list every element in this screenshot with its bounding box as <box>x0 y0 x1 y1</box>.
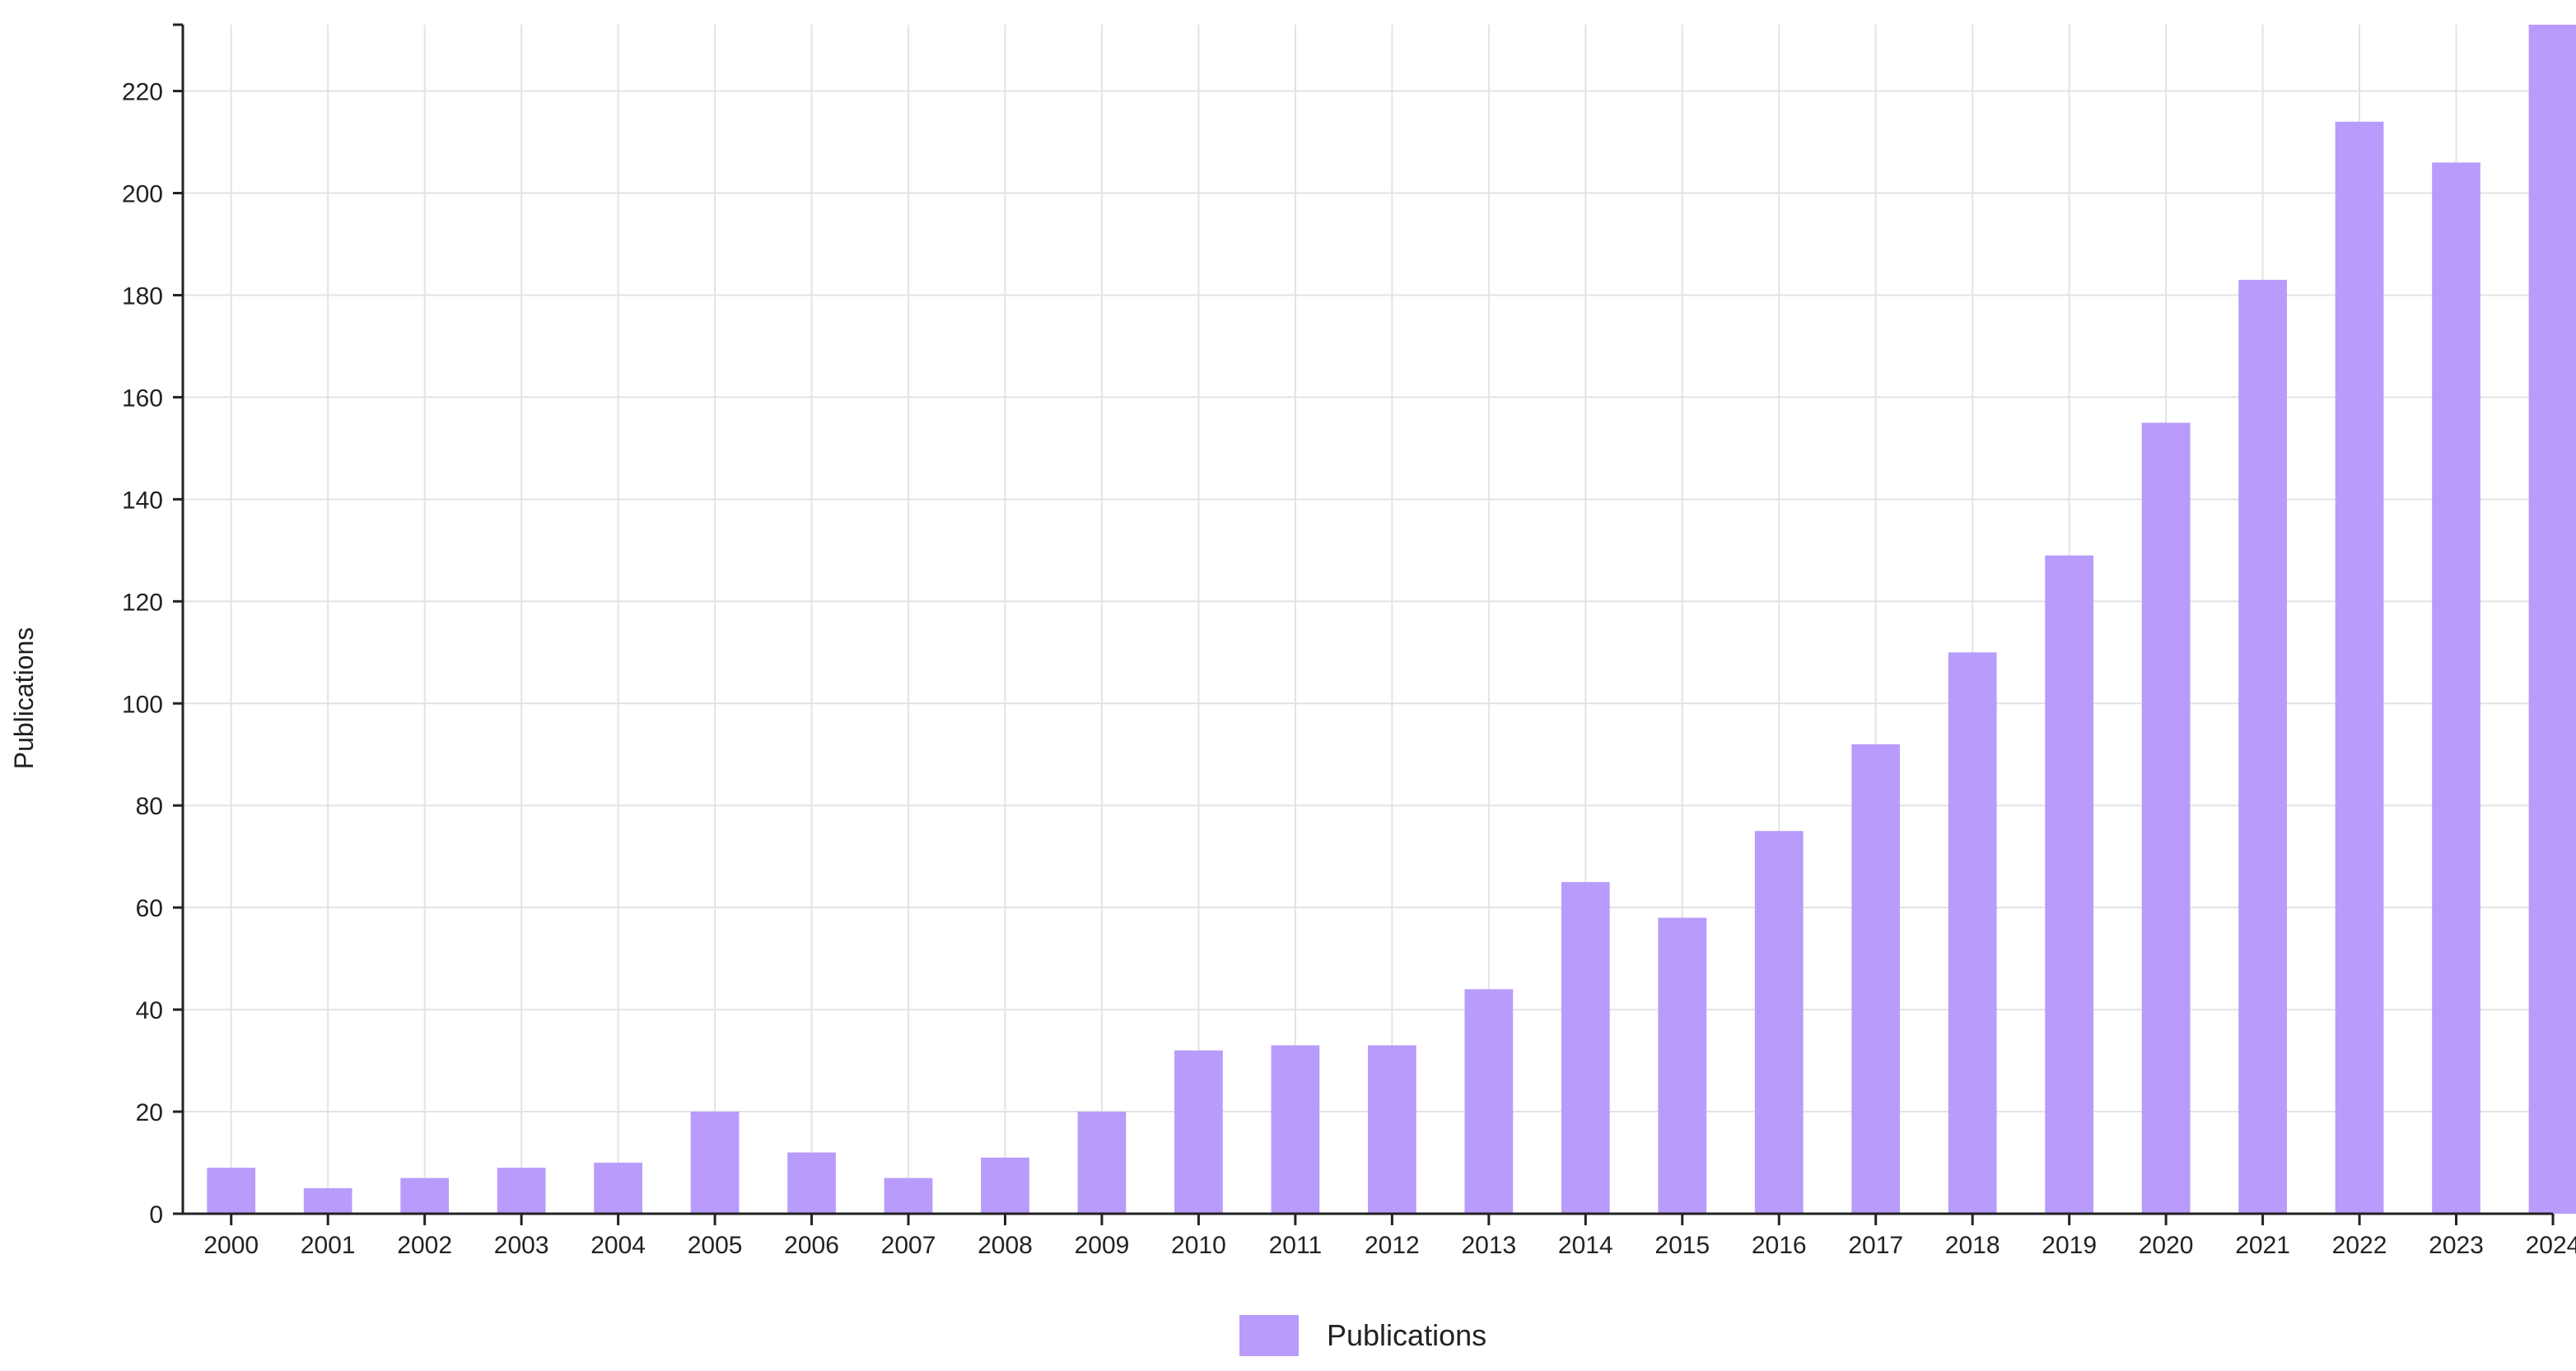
x-tick-label-2010: 2010 <box>1171 1232 1226 1259</box>
legend[interactable]: Publications <box>1239 1315 1486 1356</box>
bar-2019[interactable] <box>2045 555 2094 1214</box>
bar-2011[interactable] <box>1271 1045 1320 1214</box>
x-tick-label-2006: 2006 <box>784 1232 839 1259</box>
x-tick-label-2001: 2001 <box>301 1232 356 1259</box>
bar-2001[interactable] <box>303 1188 352 1214</box>
x-tick-label-2018: 2018 <box>1945 1232 2000 1259</box>
bar-2009[interactable] <box>1077 1112 1127 1214</box>
bar-2018[interactable] <box>1948 652 1997 1214</box>
bar-2006[interactable] <box>787 1152 836 1214</box>
y-tick-label-160: 160 <box>122 385 163 412</box>
y-tick-label-100: 100 <box>122 691 163 718</box>
x-tick-label-2016: 2016 <box>1752 1232 1807 1259</box>
x-tick-label-2013: 2013 <box>1461 1232 1516 1259</box>
x-tick-label-2003: 2003 <box>494 1232 549 1259</box>
bar-2010[interactable] <box>1174 1050 1223 1214</box>
x-tick-label-2023: 2023 <box>2429 1232 2484 1259</box>
y-tick-label-140: 140 <box>122 487 163 514</box>
bar-2013[interactable] <box>1464 989 1514 1214</box>
y-axis-title: Publications <box>9 627 39 770</box>
bar-2007[interactable] <box>884 1177 933 1214</box>
y-tick-label-40: 40 <box>136 997 163 1024</box>
bar-2008[interactable] <box>981 1157 1029 1214</box>
bar-2015[interactable] <box>1658 917 1707 1214</box>
x-tick-label-2024: 2024 <box>2526 1232 2576 1259</box>
y-tick-label-20: 20 <box>136 1099 163 1126</box>
legend-label-publications: Publications <box>1327 1318 1486 1352</box>
bar-2020[interactable] <box>2141 422 2191 1214</box>
y-tick-label-80: 80 <box>136 793 163 820</box>
bar-2012[interactable] <box>1368 1045 1416 1214</box>
x-tick-label-2008: 2008 <box>978 1232 1033 1259</box>
x-tick-label-2007: 2007 <box>881 1232 936 1259</box>
bar-2014[interactable] <box>1561 882 1610 1214</box>
x-tick-label-2005: 2005 <box>688 1232 743 1259</box>
x-tick-label-2012: 2012 <box>1365 1232 1420 1259</box>
x-axis-ticks: 2000 2001 2002 2003 2004 2005 2006 2007 2008 2009… <box>203 1214 2576 1259</box>
bar-2022[interactable] <box>2335 121 2384 1214</box>
bar-2017[interactable] <box>1851 744 1901 1214</box>
y-tick-label-200: 200 <box>122 181 163 208</box>
bar-2016[interactable] <box>1754 831 1804 1214</box>
axes <box>173 23 2555 1225</box>
x-tick-label-2019: 2019 <box>2042 1232 2097 1259</box>
x-tick-label-2015: 2015 <box>1654 1232 1710 1259</box>
y-tick-label-220: 220 <box>122 79 163 106</box>
x-tick-label-2021: 2021 <box>2235 1232 2290 1259</box>
bar-2004[interactable] <box>594 1163 642 1214</box>
x-tick-label-2009: 2009 <box>1075 1232 1130 1259</box>
bar-2024[interactable] <box>2528 25 2576 1214</box>
legend-swatch <box>1239 1315 1299 1356</box>
grid <box>183 25 2554 1214</box>
x-tick-label-2017: 2017 <box>1848 1232 1903 1259</box>
y-tick-label-120: 120 <box>122 589 163 616</box>
x-tick-label-2000: 2000 <box>203 1232 259 1259</box>
x-tick-label-2002: 2002 <box>397 1232 452 1259</box>
bar-2002[interactable] <box>400 1177 450 1214</box>
bar-2005[interactable] <box>690 1112 740 1214</box>
bars <box>207 25 2576 1215</box>
x-tick-label-2014: 2014 <box>1558 1232 1613 1259</box>
y-tick-label-180: 180 <box>122 282 163 310</box>
bar-2003[interactable] <box>497 1168 546 1214</box>
x-tick-label-2020: 2020 <box>2139 1232 2194 1259</box>
bar-2000[interactable] <box>207 1168 256 1214</box>
bar-2021[interactable] <box>2238 279 2287 1215</box>
bar-2023[interactable] <box>2432 162 2480 1215</box>
y-tick-label-60: 60 <box>136 895 163 922</box>
y-tick-label-0: 0 <box>149 1201 163 1229</box>
x-tick-label-2022: 2022 <box>2332 1232 2387 1259</box>
x-tick-label-2011: 2011 <box>1269 1232 1323 1259</box>
x-tick-label-2004: 2004 <box>590 1232 646 1259</box>
y-axis-ticks: 0 20 40 60 80 100 120 140 160 180 200 220 <box>122 79 183 1229</box>
